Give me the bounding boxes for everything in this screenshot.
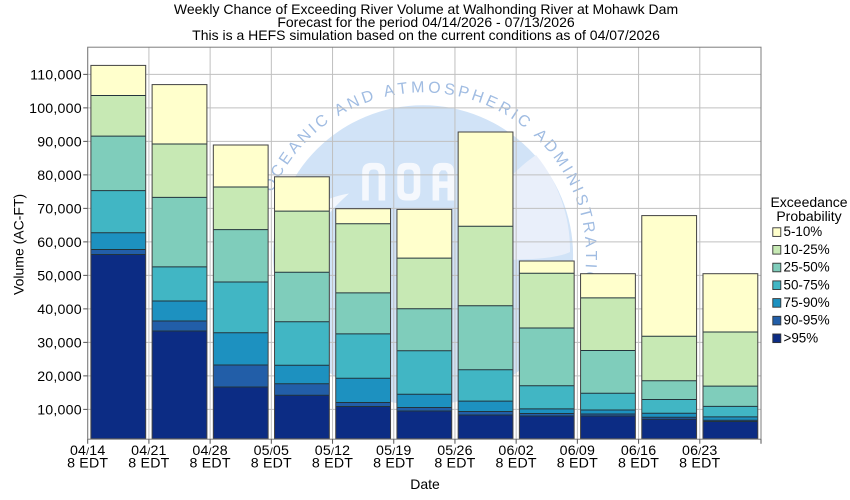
svg-text:Forecast for the period 04/14/: Forecast for the period 04/14/2026 - 07/… [277,14,575,30]
svg-text:80,000: 80,000 [37,168,82,184]
svg-text:P: P [456,83,470,102]
svg-text:Probability: Probability [776,208,841,224]
svg-text:40,000: 40,000 [37,302,82,318]
svg-text:90-95%: 90-95% [784,313,830,328]
svg-text:A: A [382,82,396,101]
svg-text:8 EDT: 8 EDT [373,456,414,472]
svg-text:05/12: 05/12 [315,443,351,459]
svg-text:06/23: 06/23 [682,443,718,459]
svg-text:10-25%: 10-25% [784,242,830,257]
svg-text:50-75%: 50-75% [784,277,830,292]
svg-text:30,000: 30,000 [37,335,82,351]
svg-text:8 EDT: 8 EDT [312,456,353,472]
svg-text:8 EDT: 8 EDT [434,456,475,472]
svg-text:60,000: 60,000 [37,235,82,251]
svg-text:S: S [443,81,456,99]
svg-text:H: H [469,87,485,107]
svg-text:70,000: 70,000 [37,201,82,217]
svg-text:8 EDT: 8 EDT [557,456,598,472]
svg-text:90,000: 90,000 [37,134,82,150]
svg-text:Volume (AC-FT): Volume (AC-FT) [11,194,27,295]
svg-text:8 EDT: 8 EDT [128,456,169,472]
svg-text:8 EDT: 8 EDT [679,456,720,472]
svg-text:>95%: >95% [784,330,819,345]
svg-text:This is a HEFS simulation base: This is a HEFS simulation based on the c… [192,27,660,43]
svg-text:T: T [397,80,409,98]
svg-text:20,000: 20,000 [37,369,82,385]
svg-text:D: D [359,87,376,107]
svg-text:75-90%: 75-90% [784,295,830,310]
svg-text:8 EDT: 8 EDT [190,456,231,472]
svg-text:8 EDT: 8 EDT [496,456,537,472]
svg-text:8 EDT: 8 EDT [618,456,659,472]
svg-text:25-50%: 25-50% [784,260,830,275]
svg-text:05/26: 05/26 [437,443,473,459]
svg-text:T: T [582,251,599,261]
svg-text:06/02: 06/02 [498,443,534,459]
svg-text:10,000: 10,000 [37,402,82,418]
svg-text:T: T [576,206,595,220]
svg-text:5-10%: 5-10% [784,224,823,239]
svg-text:50,000: 50,000 [37,268,82,284]
svg-text:04/21: 04/21 [131,443,167,459]
svg-text:R: R [579,220,598,234]
svg-text:Weekly Chance of Exceeding Riv: Weekly Chance of Exceeding River Volume … [174,1,678,17]
svg-text:8 EDT: 8 EDT [251,456,292,472]
svg-text:06/09: 06/09 [560,443,596,459]
svg-text:I: I [582,263,599,269]
svg-text:05/05: 05/05 [254,443,290,459]
svg-text:O: O [428,79,442,97]
svg-text:Date: Date [410,476,440,492]
svg-text:04/28: 04/28 [192,443,228,459]
svg-text:8 EDT: 8 EDT [67,456,108,472]
svg-text:04/14: 04/14 [70,443,106,459]
svg-text:06/16: 06/16 [621,443,657,459]
svg-text:110,000: 110,000 [30,67,82,83]
svg-text:05/19: 05/19 [376,443,412,459]
svg-text:S: S [571,192,591,208]
svg-text:M: M [411,79,425,96]
svg-text:100,000: 100,000 [29,101,82,117]
svg-text:Exceedance: Exceedance [770,194,847,210]
